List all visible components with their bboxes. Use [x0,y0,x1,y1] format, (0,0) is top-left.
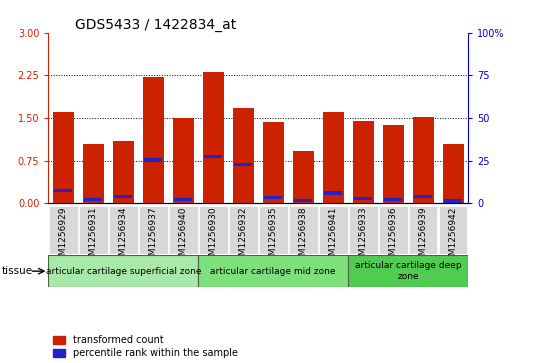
FancyBboxPatch shape [438,205,468,254]
FancyBboxPatch shape [259,205,288,254]
Bar [383,125,404,203]
Text: articular cartilage deep
zone: articular cartilage deep zone [355,261,462,281]
FancyBboxPatch shape [409,205,437,254]
Text: GSM1256940: GSM1256940 [179,207,188,267]
Bar [444,199,462,203]
Bar [143,77,164,203]
Text: GSM1256937: GSM1256937 [149,207,158,267]
Text: GSM1256929: GSM1256929 [59,207,68,267]
Bar [413,117,434,203]
Text: GSM1256932: GSM1256932 [239,207,248,267]
Text: GSM1256939: GSM1256939 [419,207,428,267]
Bar [233,108,254,203]
Bar [443,144,464,203]
Bar [264,196,282,199]
Bar [174,198,192,201]
FancyBboxPatch shape [379,205,407,254]
Text: GSM1256935: GSM1256935 [268,207,278,267]
Bar [384,198,402,201]
Text: tissue: tissue [2,266,33,276]
FancyBboxPatch shape [79,205,108,254]
FancyBboxPatch shape [199,205,228,254]
Bar [54,189,72,192]
FancyBboxPatch shape [319,205,348,254]
Text: GSM1256934: GSM1256934 [119,207,128,267]
Bar [115,195,132,198]
Text: GSM1256930: GSM1256930 [209,207,218,267]
Bar [203,73,224,203]
FancyBboxPatch shape [49,205,78,254]
Bar [113,141,134,203]
Text: GDS5433 / 1422834_at: GDS5433 / 1422834_at [75,18,237,32]
FancyBboxPatch shape [109,205,138,254]
Bar [323,112,344,203]
Bar [84,198,102,201]
FancyBboxPatch shape [349,205,378,254]
FancyBboxPatch shape [289,205,317,254]
Text: GSM1256936: GSM1256936 [388,207,398,267]
Text: GSM1256933: GSM1256933 [359,207,367,267]
FancyBboxPatch shape [169,205,197,254]
Text: GSM1256931: GSM1256931 [89,207,98,267]
Bar [83,144,104,203]
Bar [293,151,314,203]
Text: articular cartilage mid zone: articular cartilage mid zone [210,267,336,276]
Bar [414,195,432,198]
Bar [204,155,222,158]
FancyBboxPatch shape [139,205,168,254]
FancyBboxPatch shape [348,255,468,287]
Bar [53,112,74,203]
Bar [144,159,162,162]
Bar [235,163,252,166]
Bar [354,197,372,200]
Bar [294,199,312,202]
Text: GSM1256941: GSM1256941 [329,207,338,267]
FancyBboxPatch shape [48,255,199,287]
Text: articular cartilage superficial zone: articular cartilage superficial zone [46,267,201,276]
Text: GSM1256942: GSM1256942 [449,207,458,267]
FancyBboxPatch shape [229,205,258,254]
Bar [173,118,194,203]
Bar [352,121,373,203]
Text: GSM1256938: GSM1256938 [299,207,308,267]
FancyBboxPatch shape [199,255,348,287]
Bar [324,191,342,195]
Bar [263,122,284,203]
Legend: transformed count, percentile rank within the sample: transformed count, percentile rank withi… [53,335,238,358]
